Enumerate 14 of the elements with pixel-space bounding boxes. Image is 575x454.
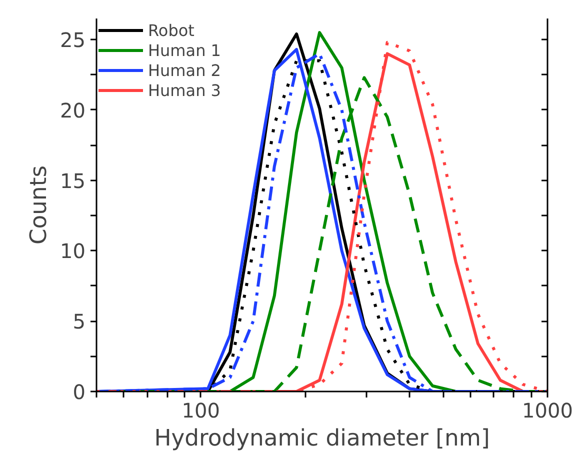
legend-label: Human 3 <box>148 80 221 100</box>
y-tick-label: 0 <box>72 380 86 404</box>
y-tick-label: 10 <box>60 239 86 264</box>
y-tick-label: 20 <box>60 98 86 122</box>
y-axis-title: Counts <box>26 165 52 245</box>
x-axis-title: Hydrodynamic diameter [nm] <box>154 426 490 452</box>
legend-label: Human 1 <box>148 40 221 60</box>
x-tick-label: 1000 <box>522 398 573 422</box>
x-tick-label: 100 <box>182 398 220 422</box>
y-tick-label: 25 <box>60 28 86 52</box>
legend-label: Human 2 <box>148 60 221 80</box>
y-tick-label: 5 <box>72 310 86 334</box>
legend-label: Robot <box>148 20 194 40</box>
y-tick-label: 15 <box>60 168 86 193</box>
